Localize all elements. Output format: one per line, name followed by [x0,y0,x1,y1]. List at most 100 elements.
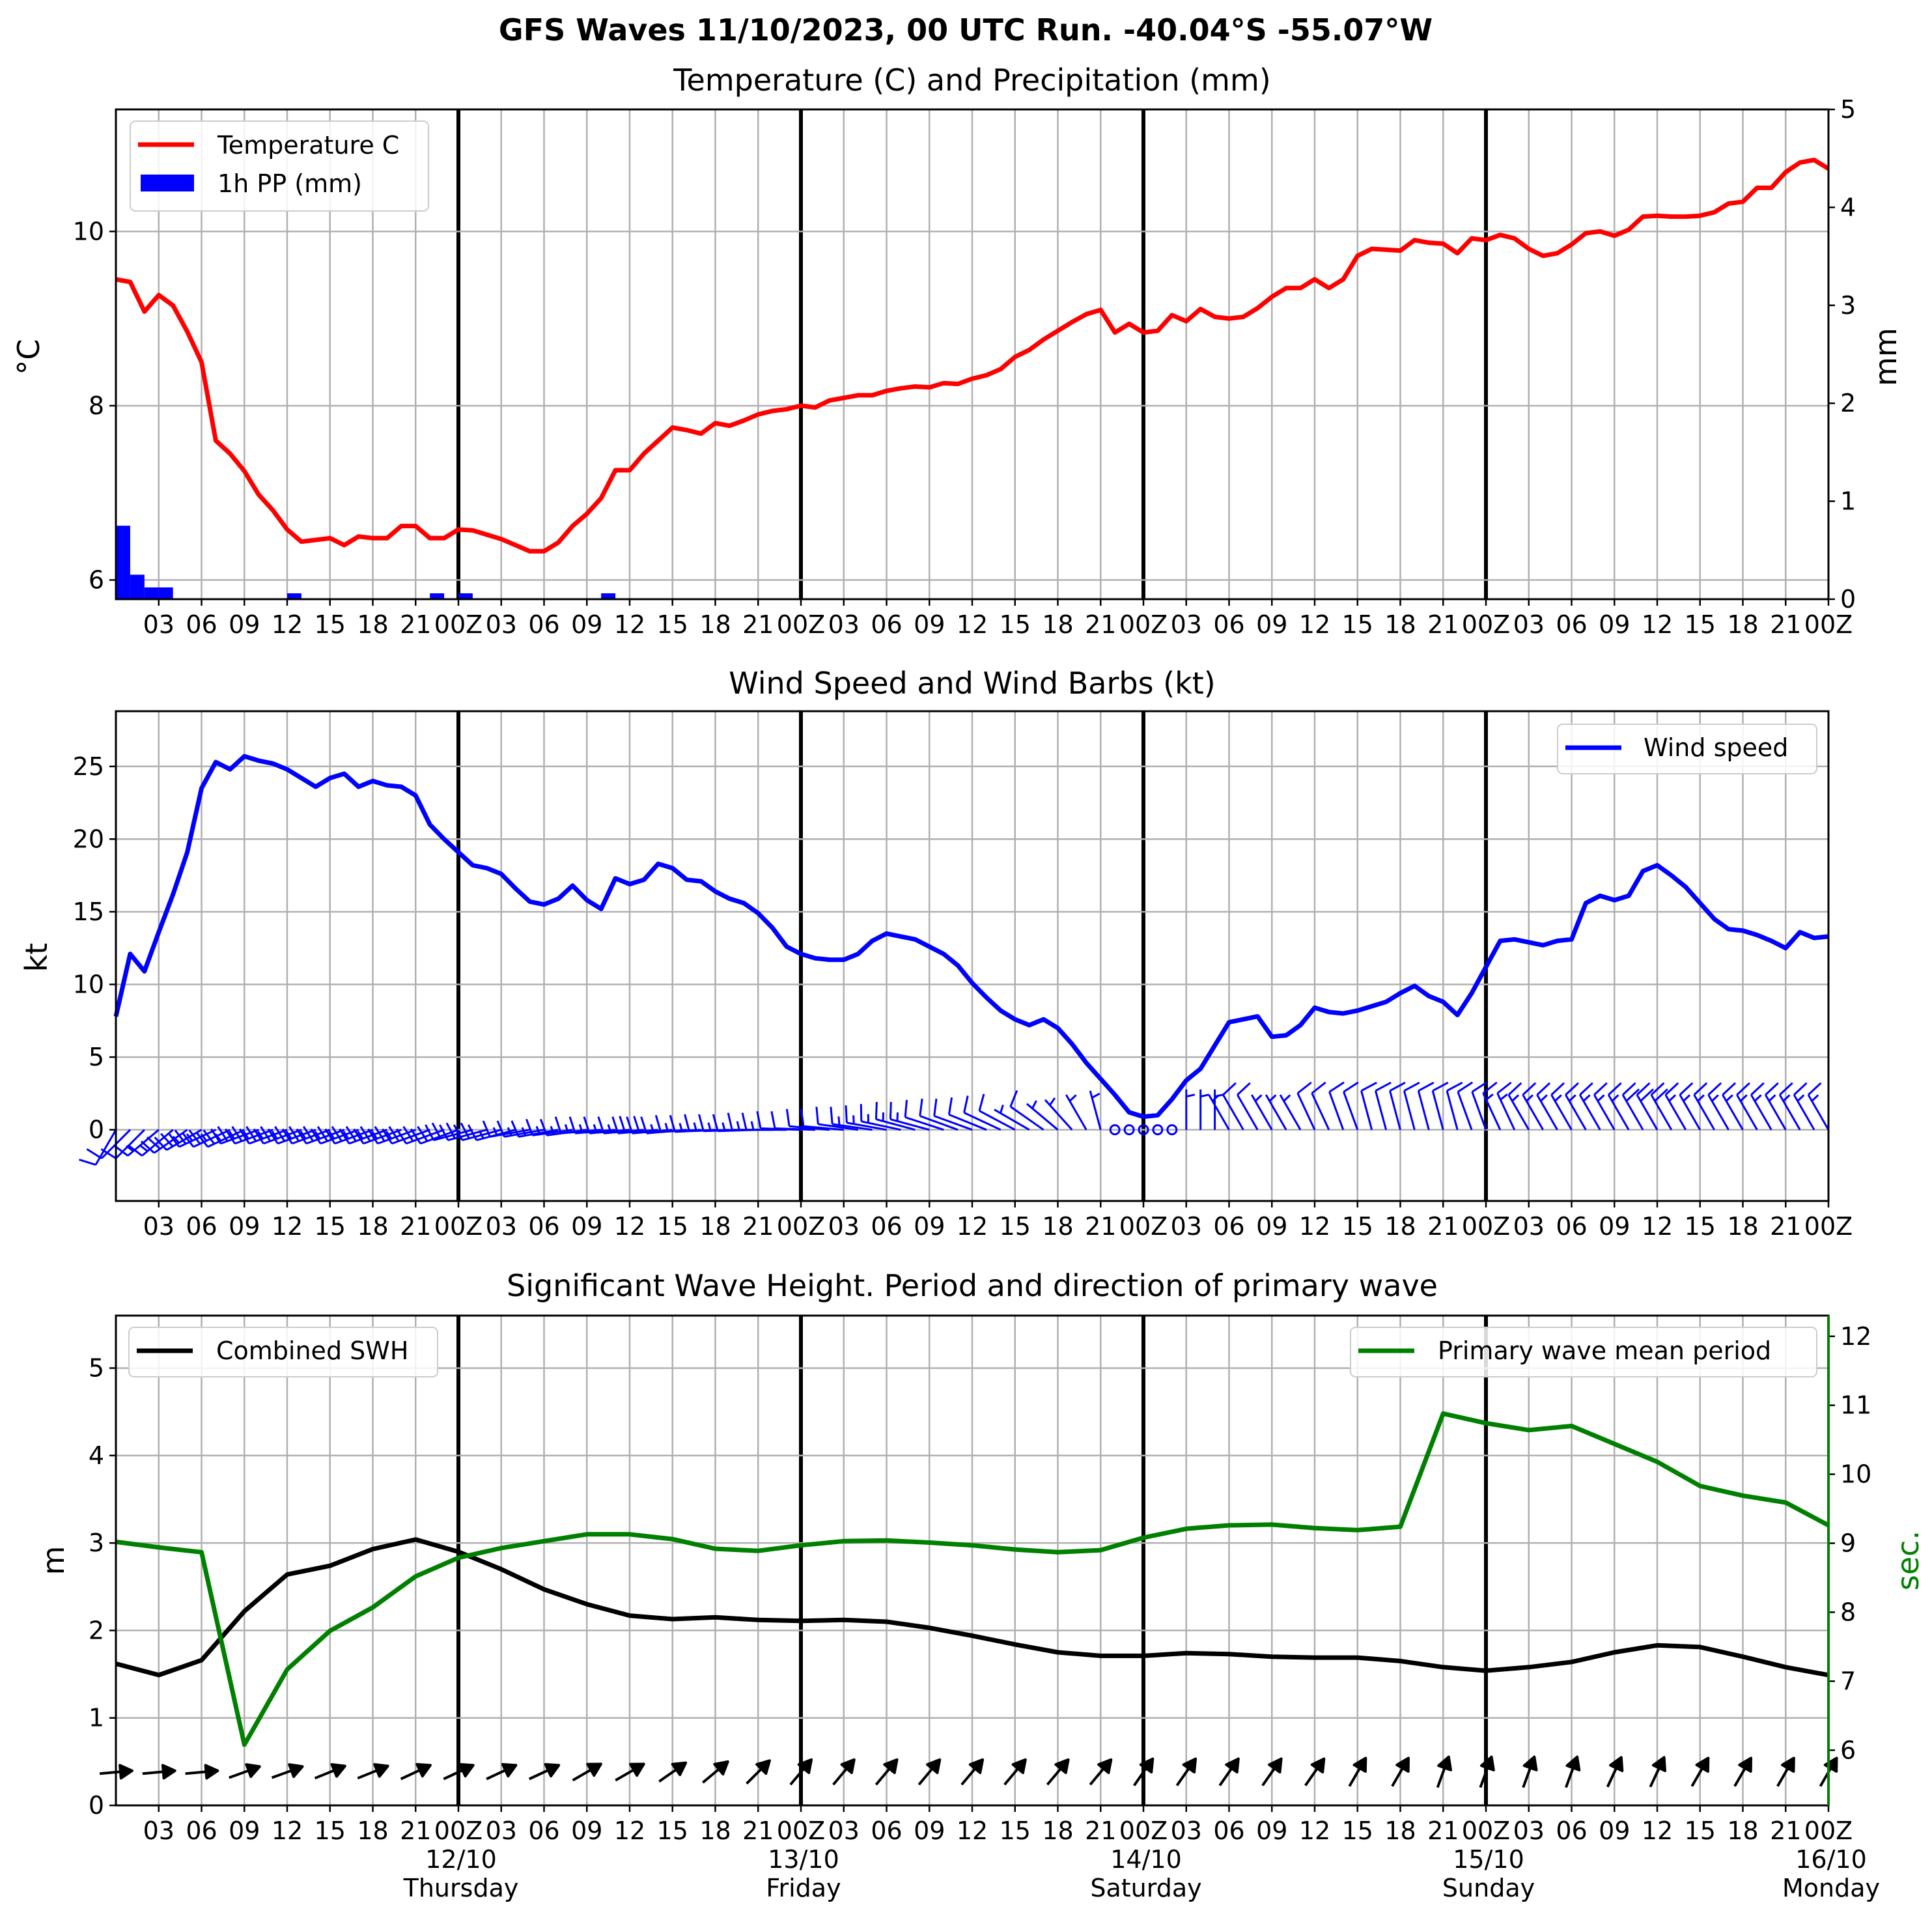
wave-direction-arrow [1348,1757,1367,1787]
wind-barb [167,1129,217,1148]
x-tick-label: 21 [1770,610,1801,639]
temperature-legend: Temperature C 1h PP (mm) [130,120,429,212]
x-tick-label: 21 [1427,1816,1459,1845]
wind-barb [1389,1081,1406,1131]
x-tick-label: 12 [1642,1212,1673,1241]
x-tick-label: 03 [143,1212,175,1241]
x-tick-label: 09 [229,1212,260,1241]
x-tick-label: 03 [1513,1816,1545,1845]
y-right-tick-label: 1 [1840,487,1856,516]
wave-direction-arrow [1733,1757,1752,1787]
day-weekday-label: Sunday [1442,1874,1535,1902]
y-tick-label: 5 [89,1043,104,1071]
x-tick-label: 21 [742,1212,774,1241]
legend-swh-label: Combined SWH [216,1336,408,1365]
y-tick-label: 10 [73,970,104,999]
period-legend: Primary wave mean period [1350,1327,1817,1377]
x-tick-label: 21 [742,610,774,639]
wind-barb [978,1094,1016,1131]
x-tick-label: 06 [871,1212,902,1241]
legend-precip-label: 1h PP (mm) [217,169,362,198]
x-tick-label: 00Z [434,1816,483,1845]
x-tick-label: 03 [486,1816,517,1845]
wind-barb [140,1129,188,1154]
precip-bar [458,593,473,599]
wind-barb [1471,1081,1488,1131]
wave-direction-arrow [789,1758,813,1786]
x-tick-label: 09 [229,1816,260,1845]
x-tick-label: 18 [1384,610,1416,639]
y-tick-label: 20 [73,825,104,853]
x-tick-label: 06 [871,610,902,639]
x-tick-label: 15 [1685,610,1716,639]
wave-grid [116,1316,1828,1807]
x-tick-label: 21 [1085,610,1116,639]
y-tick-label: 5 [89,1354,104,1383]
x-tick-label: 12 [614,610,645,639]
x-tick-label: 15 [657,1816,688,1845]
x-tick-label: 09 [1599,610,1630,639]
day-date-label: 15/10 [1453,1845,1524,1874]
x-tick-label: 18 [1727,1212,1758,1241]
wind-barb [1009,1090,1044,1131]
wind-barb [1536,1082,1558,1131]
x-tick-label: 00Z [1804,1212,1853,1241]
x-tick-label: 12 [957,1212,988,1241]
wind-barb [1311,1081,1330,1131]
wind-barb [1251,1094,1273,1131]
wind-barb [100,1129,145,1159]
wave-direction-arrow [1003,1758,1027,1786]
wind-barb [933,1098,973,1131]
wave-direction-arrow [1089,1758,1113,1786]
x-tick-label: 18 [1727,610,1758,639]
x-tick-label: 06 [1213,1816,1244,1845]
temperature-ylabel: °C [11,339,46,374]
wave-direction-arrow [875,1758,899,1786]
wave-direction-arrow [1133,1757,1155,1786]
x-tick-label: 03 [1171,1816,1202,1845]
wind-barb [1185,1089,1196,1130]
legend-precip-swatch [141,175,194,191]
x-tick-label: 00Z [1119,1212,1168,1241]
wind-barb [182,1129,231,1148]
wind-barb [1375,1081,1392,1131]
x-tick-label: 06 [1556,610,1587,639]
x-tick-label: 06 [1213,1212,1244,1241]
x-tick-label: 21 [400,610,431,639]
wave-direction-arrow [400,1763,432,1781]
wind-barb [1793,1082,1815,1131]
day-date-label: 14/10 [1110,1845,1182,1874]
wind-barb [845,1105,887,1131]
wind-barbs [79,1081,1830,1166]
wind-barb [963,1095,1001,1131]
wave-direction-arrow [1261,1757,1283,1786]
x-tick-label: 09 [229,610,260,639]
x-tick-label: 03 [1513,1212,1545,1241]
legend-box [1557,724,1817,774]
x-tick-label: 09 [914,610,945,639]
y-right-tick-label: 8 [1840,1598,1856,1626]
wind-barb [1736,1082,1758,1131]
wave-direction-arrow [314,1763,346,1780]
x-tick-label: 03 [828,1212,860,1241]
x-tick-label: 09 [914,1816,945,1845]
wind-barb [1579,1082,1601,1131]
wind-grid [116,711,1828,1201]
day-weekday-label: Saturday [1090,1874,1201,1902]
legend-box [1350,1327,1817,1377]
x-tick-label: 21 [1770,1212,1801,1241]
precip-ylabel: mm [1868,328,1903,386]
temperature-precip-panel: Temperature (C) and Precipitation (mm) 6… [11,63,1903,639]
wind-barb [815,1107,858,1131]
wave-direction-arrow [271,1763,304,1779]
x-tick-label: 06 [528,610,559,639]
x-tick-label: 03 [143,1816,175,1845]
precip-bar [430,593,445,599]
wind-barb [785,1108,830,1131]
x-tick-label: 21 [1427,610,1459,639]
y-tick-label: 2 [89,1616,104,1645]
x-tick-label: 09 [1256,1212,1287,1241]
